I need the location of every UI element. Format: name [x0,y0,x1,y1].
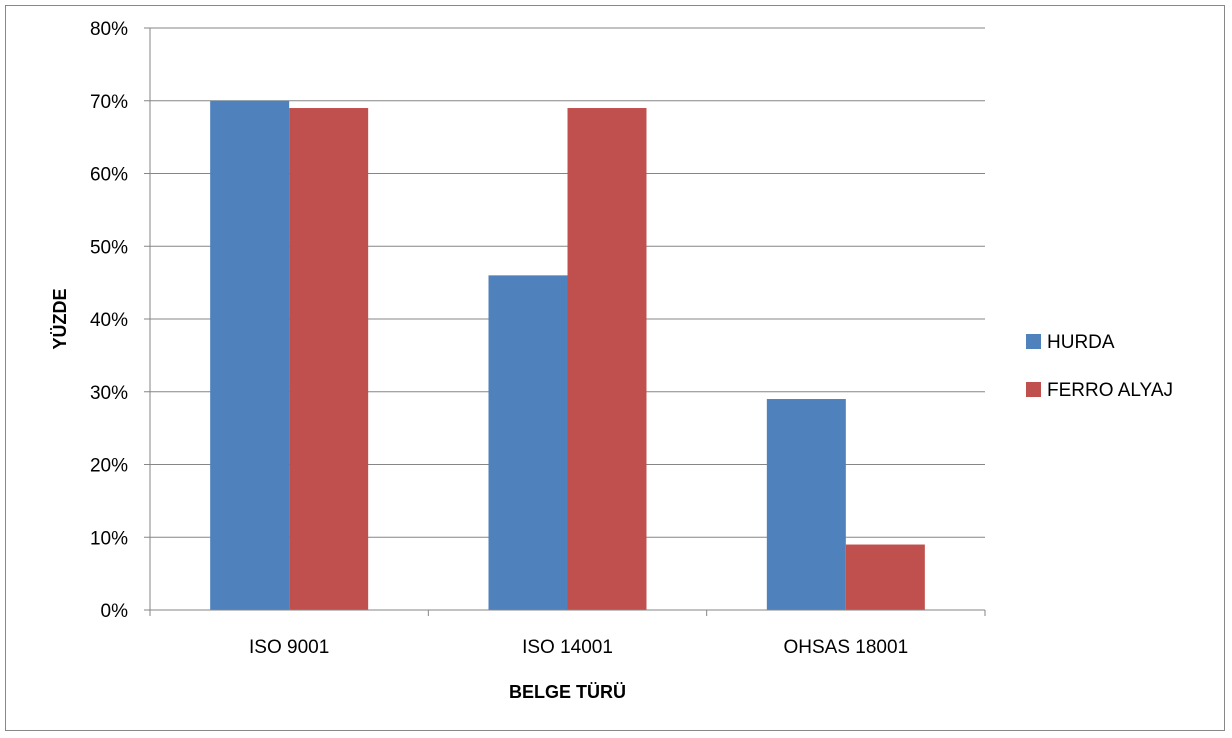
x-tick-labels: ISO 9001 ISO 14001 OHSAS 18001 [249,637,908,658]
x-tick-label: OHSAS 18001 [784,637,909,658]
x-axis-title: BELGE TÜRÜ [509,682,626,702]
y-tick-label: 50% [90,237,128,258]
y-axis-title: YÜZDE [50,288,70,349]
x-tick-label: ISO 9001 [249,637,329,658]
x-tick-marks [149,610,986,616]
y-tick-labels: 0% 10% 20% 30% 40% 50% 60% 70% 80% [90,19,128,622]
y-tick-label: 20% [90,456,128,477]
y-tick-label: 0% [101,601,129,622]
bar-ferro-alyaj-0 [289,108,369,611]
bars [210,100,925,611]
legend-swatch [1026,334,1041,349]
legend: HURDA FERRO ALYAJ [1026,332,1173,401]
legend-label: HURDA [1047,332,1115,353]
legend-label: FERRO ALYAJ [1047,380,1173,401]
y-tick-label: 40% [90,310,128,331]
y-tick-label: 70% [90,92,128,113]
y-tick-label: 10% [90,528,128,549]
bar-hurda-1 [488,275,568,610]
x-tick-label: ISO 14001 [522,637,613,658]
legend-swatch [1026,382,1041,397]
bar-hurda-2 [766,399,846,610]
y-tick-label: 60% [90,165,128,186]
y-tick-label: 80% [90,19,128,40]
bar-ferro-alyaj-2 [845,544,925,610]
bar-hurda-0 [210,100,290,610]
bar-ferro-alyaj-1 [567,108,647,611]
y-tick-label: 30% [90,383,128,404]
